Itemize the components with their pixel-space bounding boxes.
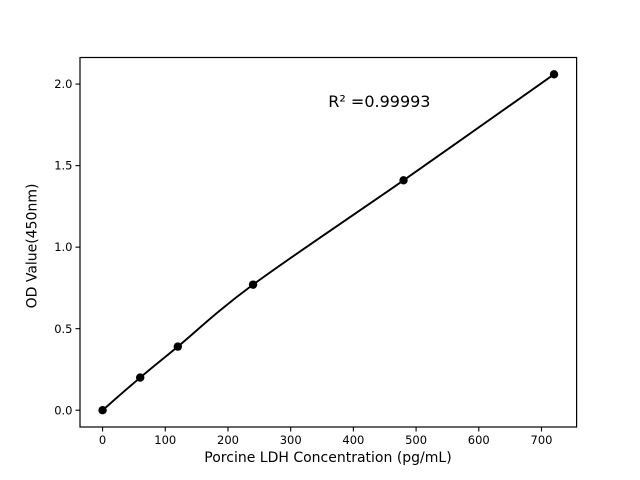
data-point-marker: [549, 70, 559, 79]
x-tick-label: 100: [154, 433, 176, 447]
y-tick-label: 2.0: [54, 77, 72, 91]
r-squared-annotation: R² =0.99993: [328, 92, 430, 111]
axes-frame: [79, 56, 578, 428]
y-axis-title: OD Value(450nm): [25, 184, 41, 309]
x-tick-label: 700: [531, 433, 553, 447]
x-axis-title: Porcine LDH Concentration (pg/mL): [204, 450, 451, 466]
fit-curve: [101, 73, 555, 412]
data-point-marker: [98, 406, 107, 415]
x-tick-label: 500: [405, 433, 427, 447]
x-tick-label: 0: [99, 433, 106, 447]
data-point-marker: [173, 342, 183, 351]
x-tick-label: 300: [280, 433, 302, 447]
y-tick-label: 0.0: [54, 403, 72, 417]
x-tick-label: 600: [468, 433, 490, 447]
y-tick-label: 1.0: [54, 240, 72, 254]
y-tick-label: 0.5: [54, 322, 72, 336]
axis-ticks: 0 100 200 300 400 500 600 700 0.0 0.5 1.0 1.5 2.0: [54, 77, 552, 447]
x-tick-label: 400: [342, 433, 364, 447]
plot-content: [98, 70, 559, 415]
data-point-marker: [399, 176, 408, 185]
data-point-marker: [248, 280, 258, 289]
x-tick-label: 200: [217, 433, 239, 447]
y-tick-label: 1.5: [54, 159, 72, 173]
data-point-marker: [135, 373, 145, 382]
